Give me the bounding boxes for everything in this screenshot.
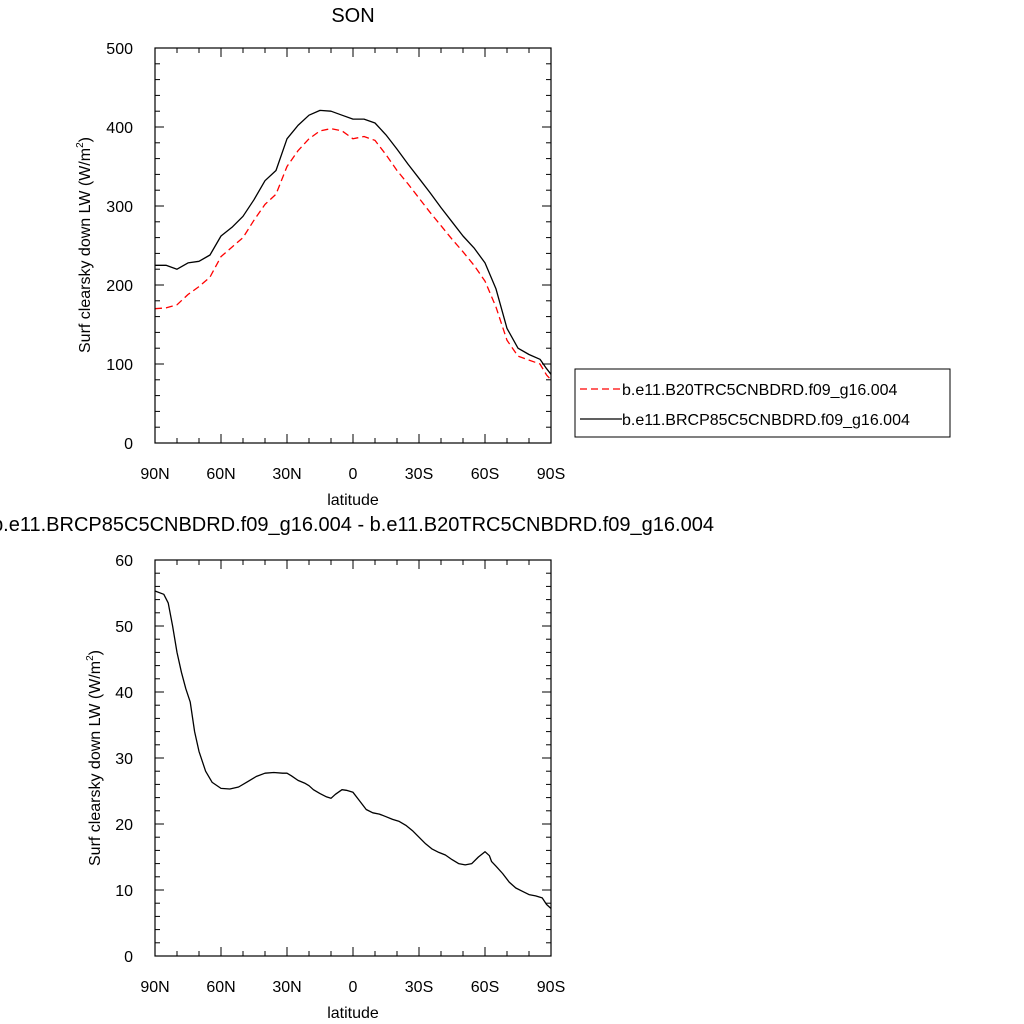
top-chart-title: SON — [331, 5, 374, 27]
bottom-x-tick-label: 0 — [349, 979, 358, 996]
bottom-x-tick-label: 60N — [206, 979, 235, 996]
bottom-y-tick-label: 50 — [115, 619, 133, 636]
top-y-axis-title-sup: 2 — [75, 142, 86, 148]
bottom-plot-frame — [154, 559, 552, 957]
legend: b.e11.B20TRC5CNBDRD.f09_g16.004 b.e11.BR… — [574, 368, 951, 438]
top-x-tick-label: 0 — [349, 466, 358, 483]
top-x-tick-label: 90S — [537, 466, 565, 483]
bottom-y-axis-title-main: Surf clearsky down LW (W/m — [87, 661, 104, 866]
top-y-tick-label: 300 — [106, 199, 133, 216]
top-tick-marks — [154, 47, 552, 444]
bottom-x-tick-label: 90N — [140, 979, 169, 996]
bottom-y-tick-label: 10 — [115, 883, 133, 900]
top-y-tick-label: 500 — [106, 41, 133, 58]
bottom-x-tick-label: 60S — [471, 979, 499, 996]
top-y-tick-label: 0 — [124, 436, 133, 453]
bottom-x-tick-label: 30N — [272, 979, 301, 996]
top-y-tick-label: 200 — [106, 278, 133, 295]
top-y-tick-label: 100 — [106, 357, 133, 374]
top-x-axis-title: latitude — [327, 492, 379, 509]
top-chart-panel: SON 90N 60N 30N 0 30S 60S 90S 0 100 200 300 400 500… — [75, 5, 565, 509]
top-x-tick-labels: 90N 60N 30N 0 30S 60S 90S — [140, 466, 565, 483]
top-x-tick-label: 60N — [206, 466, 235, 483]
bottom-y-tick-label: 40 — [115, 685, 133, 702]
top-plot-frame — [154, 47, 552, 444]
top-y-axis-title-main: Surf clearsky down LW (W/m — [77, 148, 94, 353]
bottom-y-tick-label: 20 — [115, 817, 133, 834]
legend-label-1: b.e11.BRCP85C5CNBDRD.f09_g16.004 — [622, 412, 910, 429]
bottom-series-line-0 — [154, 590, 552, 909]
bottom-y-tick-label: 0 — [124, 949, 133, 966]
bottom-tick-marks — [154, 559, 552, 957]
top-y-axis-title-end: ) — [77, 137, 94, 142]
top-series-line-0 — [154, 127, 552, 381]
bottom-y-axis-title: Surf clearsky down LW (W/m2) — [85, 650, 104, 866]
top-y-tick-label: 400 — [106, 120, 133, 137]
bottom-y-tick-labels: 0 10 20 30 40 50 60 — [115, 553, 133, 966]
bottom-chart-panel: b.e11.BRCP85C5CNBDRD.f09_g16.004 - b.e11… — [0, 514, 714, 1022]
bottom-y-axis-title-end: ) — [87, 650, 104, 655]
top-x-tick-label: 30S — [405, 466, 433, 483]
bottom-chart-title: b.e11.BRCP85C5CNBDRD.f09_g16.004 - b.e11… — [0, 514, 714, 536]
bottom-x-tick-label: 30S — [405, 979, 433, 996]
bottom-y-tick-label: 60 — [115, 553, 133, 570]
bottom-x-tick-labels: 90N 60N 30N 0 30S 60S 90S — [140, 979, 565, 996]
top-series-lines — [154, 109, 552, 381]
bottom-y-axis-title-sup: 2 — [85, 655, 96, 661]
top-y-axis-title: Surf clearsky down LW (W/m2) — [75, 137, 94, 353]
legend-label-0: b.e11.B20TRC5CNBDRD.f09_g16.004 — [622, 382, 898, 399]
bottom-series-lines — [154, 590, 552, 909]
top-x-tick-label: 90N — [140, 466, 169, 483]
bottom-x-axis-title: latitude — [327, 1005, 379, 1022]
bottom-y-tick-label: 30 — [115, 751, 133, 768]
bottom-x-tick-label: 90S — [537, 979, 565, 996]
top-series-line-1 — [155, 109, 552, 375]
top-y-tick-labels: 0 100 200 300 400 500 — [106, 41, 133, 453]
top-x-tick-label: 60S — [471, 466, 499, 483]
top-x-tick-label: 30N — [272, 466, 301, 483]
legend-box — [574, 368, 951, 438]
